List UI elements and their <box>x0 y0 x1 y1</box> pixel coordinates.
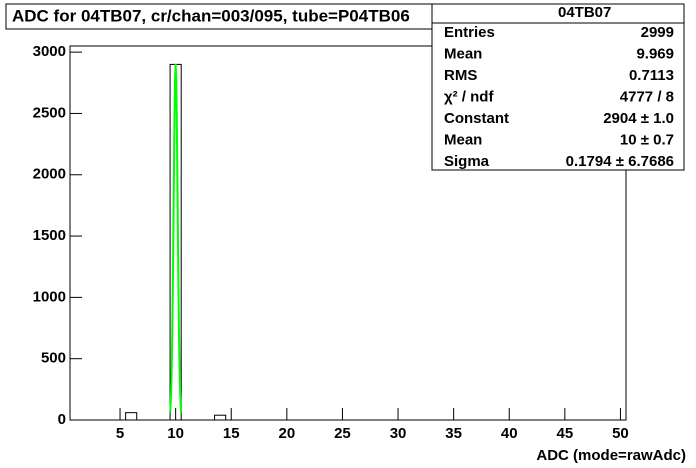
y-tick-label: 2500 <box>33 104 66 121</box>
x-tick-label: 30 <box>390 425 407 442</box>
stats-value: 2904 ± 1.0 <box>603 110 674 127</box>
bar <box>125 412 138 421</box>
stats-value: 2999 <box>641 24 674 41</box>
x-tick-label: 40 <box>501 425 518 442</box>
stats-label: Sigma <box>444 153 490 170</box>
stats-label: Mean <box>444 45 482 62</box>
y-tick-label: 500 <box>41 350 66 367</box>
stats-value: 4777 / 8 <box>620 88 674 105</box>
bar <box>214 414 227 421</box>
x-tick-label: 45 <box>556 425 573 442</box>
x-tick-label: 35 <box>445 425 462 442</box>
stats-value: 0.7113 <box>629 67 674 84</box>
stats-value: 0.1794 ± 6.7686 <box>566 153 674 170</box>
x-tick-label: 15 <box>223 425 240 442</box>
stats-label: Entries <box>444 24 495 41</box>
x-tick-label: 5 <box>116 425 124 442</box>
stats-box <box>431 3 685 171</box>
y-tick-label: 0 <box>58 411 66 428</box>
stats-name: 04TB07 <box>558 4 611 21</box>
stats-label: RMS <box>444 67 477 84</box>
stats-label: Constant <box>444 110 509 127</box>
title-box <box>5 3 495 30</box>
x-tick-label: 50 <box>612 425 629 442</box>
frame <box>69 45 627 421</box>
stats-label: χ² / ndf <box>444 88 494 105</box>
y-tick-label: 2000 <box>33 166 66 183</box>
y-tick-label: 1500 <box>33 227 66 244</box>
y-tick-label: 1000 <box>33 288 66 305</box>
stats-label: Mean <box>444 131 482 148</box>
x-axis-label: ADC (mode=rawAdc) <box>536 447 686 464</box>
stats-value: 10 ± 0.7 <box>620 131 674 148</box>
x-tick-label: 20 <box>278 425 295 442</box>
x-tick-label: 25 <box>334 425 351 442</box>
fit-curve <box>169 63 183 413</box>
stats-value: 9.969 <box>636 45 674 62</box>
chart-title: ADC for 04TB07, cr/chan=003/095, tube=P0… <box>12 6 410 25</box>
x-tick-label: 10 <box>167 425 184 442</box>
y-tick-label: 3000 <box>33 43 66 60</box>
